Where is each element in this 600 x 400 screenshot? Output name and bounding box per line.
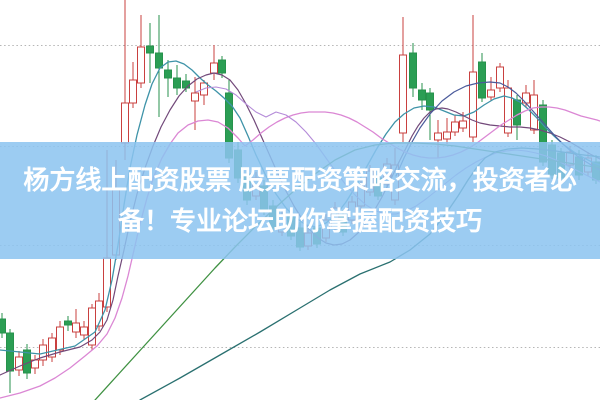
banner-title-line2: 备！专业论坛助你掌握配资技巧 bbox=[117, 205, 482, 236]
banner-title-line1: 杨方线上配资股票 股票配资策略交流，投资者必 bbox=[23, 164, 577, 195]
title-banner: 杨方线上配资股票 股票配资策略交流，投资者必 备！专业论坛助你掌握配资技巧 bbox=[0, 142, 600, 259]
